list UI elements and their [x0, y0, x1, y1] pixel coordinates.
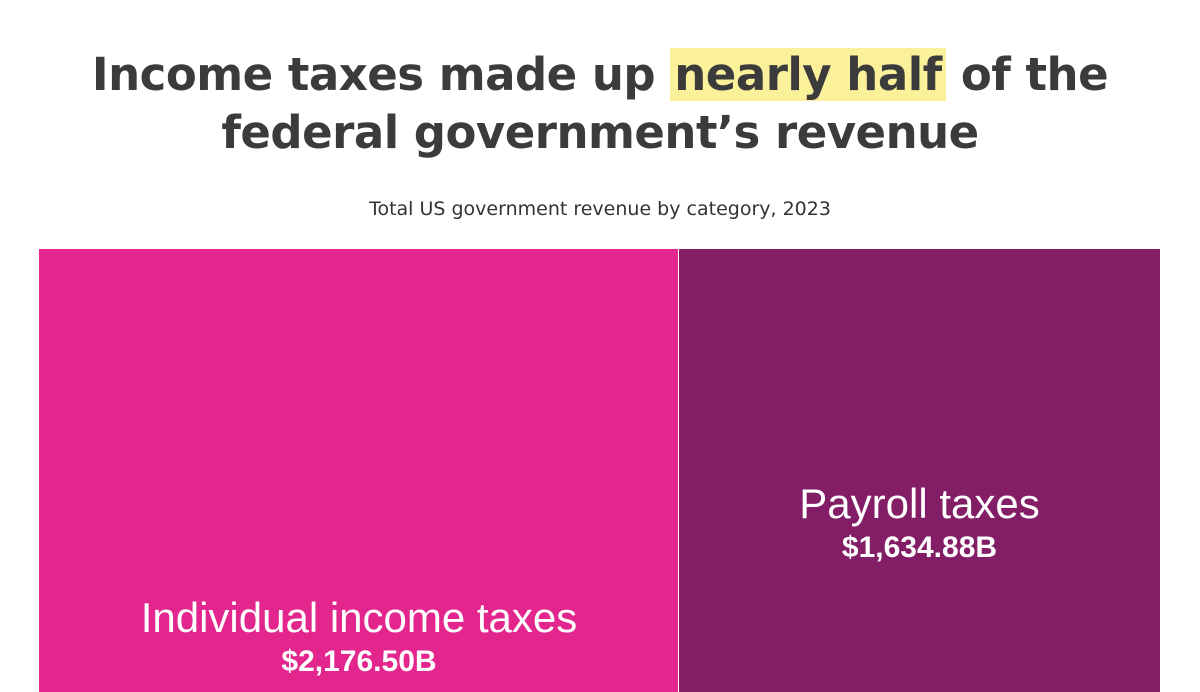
treemap-tile-value: $1,634.88B: [841, 531, 998, 564]
treemap-tile-label: Individual income taxes: [140, 594, 578, 641]
headline-post: of the federal government’s revenue: [221, 48, 1109, 159]
chart-headline: Income taxes made up nearly half of the …: [0, 46, 1200, 162]
treemap-tile-value: $2,176.50B: [281, 645, 437, 678]
headline-pre: Income taxes made up: [91, 48, 671, 101]
treemap-tile-payroll-taxes: Payroll taxes $1,634.88B: [679, 249, 1160, 692]
chart-subtitle: Total US government revenue by category,…: [369, 198, 831, 220]
headline-highlight: nearly half: [670, 48, 946, 101]
treemap: Individual income taxes $2,176.50B Payroll…: [39, 249, 1160, 692]
treemap-tile-individual-income-taxes: Individual income taxes $2,176.50B: [39, 249, 679, 692]
treemap-tile-label: Payroll taxes: [799, 480, 1040, 527]
